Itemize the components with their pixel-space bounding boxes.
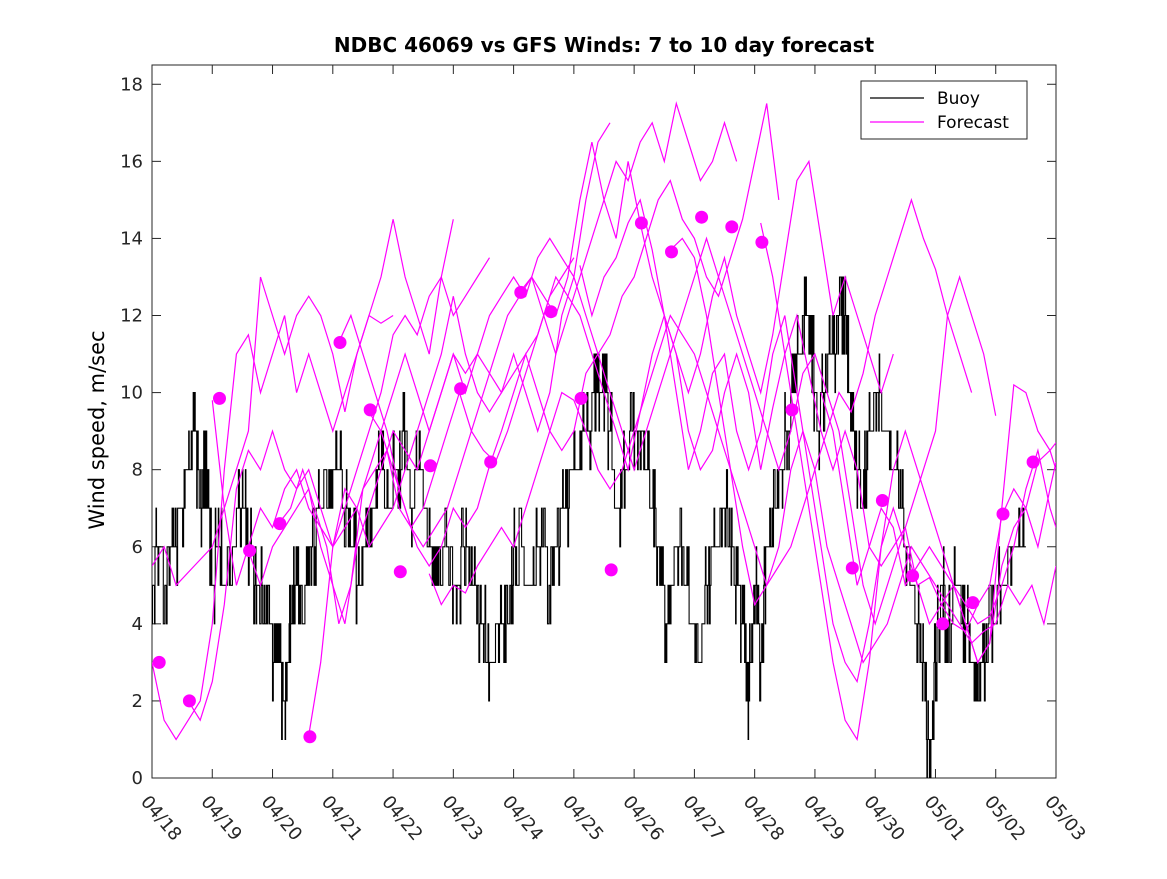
y-tick-label: 8 bbox=[132, 460, 143, 481]
y-tick-label: 6 bbox=[132, 537, 143, 558]
forecast-marker bbox=[243, 544, 257, 558]
y-tick-label: 4 bbox=[132, 614, 143, 635]
forecast-marker bbox=[363, 403, 377, 417]
forecast-marker bbox=[303, 730, 317, 744]
forecast-marker bbox=[574, 391, 588, 405]
y-tick-label: 12 bbox=[120, 306, 143, 327]
forecast-marker bbox=[1026, 455, 1040, 469]
y-tick-label: 2 bbox=[132, 691, 143, 712]
axes-box bbox=[151, 64, 1057, 779]
y-tick-label: 16 bbox=[120, 151, 143, 172]
legend-label-buoy: Buoy bbox=[937, 89, 980, 109]
forecast-marker bbox=[634, 216, 648, 230]
legend: Buoy Forecast bbox=[860, 80, 1028, 140]
forecast-marker bbox=[695, 210, 709, 224]
forecast-series-line bbox=[211, 257, 575, 586]
forecast-marker bbox=[423, 459, 437, 473]
forecast-marker bbox=[213, 391, 226, 405]
legend-box bbox=[860, 80, 1028, 140]
forecast-marker bbox=[273, 517, 287, 531]
y-tick-label: 18 bbox=[120, 74, 143, 95]
forecast-series-line bbox=[152, 219, 454, 741]
forecast-marker bbox=[785, 403, 799, 417]
forecast-marker bbox=[725, 220, 739, 234]
forecast-series-line bbox=[368, 236, 997, 626]
forecast-series-line bbox=[760, 222, 1056, 742]
forecast-marker bbox=[906, 569, 920, 583]
forecast-marker bbox=[875, 494, 889, 507]
forecast-marker bbox=[544, 305, 558, 319]
forecast-series-line bbox=[820, 392, 1056, 625]
forecast-series-line bbox=[278, 101, 738, 624]
forecast-marker bbox=[996, 507, 1010, 521]
buoy-series-line bbox=[152, 276, 1026, 778]
forecast-marker bbox=[755, 235, 769, 249]
forecast-marker bbox=[333, 336, 347, 349]
forecast-marker bbox=[966, 596, 980, 610]
forecast-marker bbox=[484, 455, 498, 469]
forecast-series-line bbox=[519, 141, 1056, 633]
forecast-series-line bbox=[338, 159, 894, 529]
forecast-marker bbox=[936, 617, 950, 631]
y-tick-label: 10 bbox=[120, 383, 143, 404]
forecast-series-line bbox=[428, 197, 973, 606]
y-tick-label: 14 bbox=[120, 228, 143, 249]
y-axis-label: Wind speed, m/sec bbox=[85, 330, 109, 529]
forecast-marker bbox=[514, 285, 528, 299]
forecast-marker bbox=[604, 563, 618, 577]
forecast-series-line bbox=[187, 257, 491, 722]
y-tick-label: 0 bbox=[132, 768, 143, 789]
forecast-marker bbox=[845, 561, 859, 575]
forecast-marker bbox=[454, 382, 468, 396]
chart-title: NDBC 46069 vs GFS Winds: 7 to 10 day for… bbox=[334, 33, 875, 57]
legend-label-forecast: Forecast bbox=[937, 113, 1009, 133]
forecast-marker bbox=[152, 655, 166, 669]
forecast-marker bbox=[665, 245, 678, 259]
forecast-marker bbox=[182, 694, 196, 708]
forecast-marker bbox=[393, 565, 407, 579]
